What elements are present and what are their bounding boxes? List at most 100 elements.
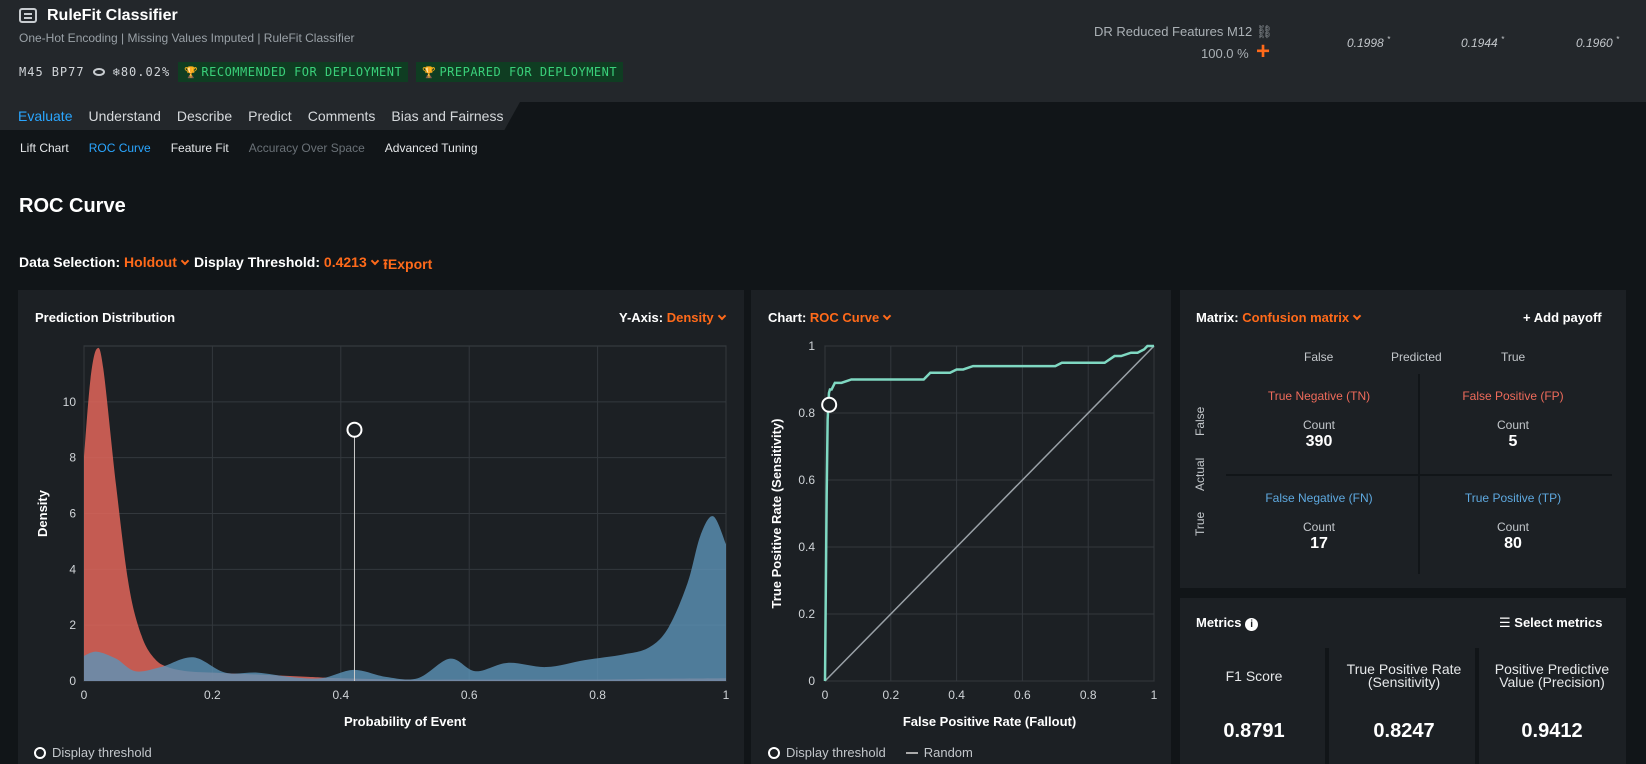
chevron-down-icon (370, 256, 379, 266)
tab-understand[interactable]: Understand (88, 108, 161, 124)
metric-ppv: Positive Predictive Value (Precision) 0.9… (1494, 661, 1610, 742)
threshold-dropdown[interactable]: 0.4213 (324, 254, 379, 270)
metrics-title: Metrics i (1196, 615, 1259, 631)
y-tick-label: 0 (808, 674, 815, 688)
select-metrics-button[interactable]: ☰ Select metrics (1499, 615, 1603, 630)
y-tick-label: 1 (808, 339, 815, 353)
page-title: ROC Curve (19, 195, 126, 217)
tab-comments[interactable]: Comments (307, 108, 376, 124)
score-holdout: 0.1960 * (1576, 35, 1620, 50)
export-button[interactable]: ⭱Export (383, 256, 433, 272)
prepared-badge: PREPARED FOR DEPLOYMENT (416, 62, 624, 82)
x-axis-title: False Positive Rate (Fallout) (903, 714, 1076, 729)
metrics-panel: Metrics i ☰ Select metrics (1180, 598, 1626, 764)
y-axis-title: True Positive Rate (Sensitivity) (769, 418, 784, 608)
data-selection-dropdown[interactable]: Holdout (124, 254, 190, 270)
tab-evaluate[interactable]: Evaluate (18, 108, 73, 124)
cell-true-negative: True Negative (TN) Count 390 (1267, 389, 1371, 450)
y-tick-label: 0 (69, 674, 76, 688)
chart-selector[interactable]: Chart: ROC Curve (768, 310, 892, 325)
recommended-badge: RECOMMENDED FOR DEPLOYMENT (178, 62, 409, 82)
x-tick-label: 0.6 (461, 688, 478, 702)
act-false-label: False (1193, 406, 1207, 436)
threshold-marker-icon (34, 746, 46, 759)
threshold-marker-icon (768, 746, 780, 759)
x-tick-label: 0.4 (332, 688, 349, 702)
tab-bias-fairness[interactable]: Bias and Fairness (391, 108, 504, 124)
data-selection-label: Data Selection: (19, 254, 121, 270)
roc-curve-chart: 0 0.2 0.4 0.6 0.8 1 0 0.2 0.4 0.6 0.8 1 False Positi… (769, 339, 1158, 729)
x-tick-label: 0.8 (589, 688, 606, 702)
random-line (824, 345, 1155, 682)
feature-list-name[interactable]: DR Reduced Features M12 (1094, 24, 1253, 39)
cell-false-negative: False Negative (FN) Count 17 (1265, 491, 1373, 552)
subtab-roc-curve[interactable]: ROC Curve (88, 141, 151, 155)
score-validation: 0.1998 * (1347, 35, 1391, 50)
chevron-down-icon (180, 256, 190, 266)
x-tick-label: 1 (723, 688, 730, 702)
data-selection: Data Selection: Holdout (19, 254, 190, 270)
y-tick-label: 6 (69, 507, 76, 521)
y-tick-label: 8 (69, 451, 76, 465)
eye-icon (92, 68, 105, 76)
subtab-feature-fit[interactable]: Feature Fit (170, 141, 229, 155)
dist-panel-title: Prediction Distribution (35, 310, 176, 325)
sub-tabs: Lift Chart ROC Curve Feature Fit Accurac… (20, 141, 478, 155)
y-axis-title: Density (35, 489, 50, 537)
x-tick-label: 0.4 (948, 688, 965, 702)
act-true-label: True (1193, 511, 1207, 536)
x-tick-label: 0.2 (882, 688, 899, 702)
score-crossval: 0.1944 * (1461, 35, 1505, 50)
info-icon[interactable]: i (1245, 618, 1259, 631)
yaxis-selector[interactable]: Y-Axis: Density (619, 310, 726, 325)
prediction-distribution-panel: Prediction Distribution Y-Axis: Density … (18, 290, 744, 764)
density-area-1 (84, 516, 726, 681)
model-header: RuleFit Classifier One-Hot Encoding | Mi… (0, 0, 1646, 102)
y-tick-label: 10 (63, 395, 77, 409)
model-blueprint: One-Hot Encoding | Missing Values Impute… (19, 31, 355, 45)
y-tick-label: 0.4 (798, 540, 815, 554)
metric-divider (1325, 648, 1329, 764)
model-title: RuleFit Classifier (47, 7, 178, 24)
chevron-down-icon (1352, 311, 1362, 321)
add-plus-icon[interactable]: + (1256, 38, 1271, 65)
x-tick-label: 0 (81, 688, 88, 702)
y-tick-label: 2 (69, 618, 76, 632)
sample-pct: 80.02% (120, 65, 171, 79)
feature-pct: 100.0 % (1201, 46, 1249, 61)
y-tick-label: 0.8 (798, 406, 815, 420)
export-icon: ⭱ (383, 256, 388, 272)
random-line-icon (905, 751, 918, 754)
model-badges: M45 BP77 ❄80.02% RECOMMENDED FOR DEPLOYM… (19, 62, 624, 82)
sample-size: ❄80.02% (112, 65, 171, 79)
main-tabs: Evaluate Understand Describe Predict Com… (0, 102, 520, 130)
cell-false-positive: False Positive (FP) Count 5 (1462, 389, 1564, 450)
dist-legend: Display threshold (34, 745, 152, 760)
x-tick-label: 0 (822, 688, 829, 702)
matrix-divider-h (1226, 474, 1612, 476)
roc-curve-line (823, 344, 1154, 682)
subtab-advanced-tuning[interactable]: Advanced Tuning (384, 141, 478, 155)
subtab-accuracy-over-space: Accuracy Over Space (248, 141, 365, 155)
threshold-marker (821, 396, 838, 413)
y-tick-label: 4 (69, 562, 76, 576)
y-tick-label: 0.6 (798, 473, 815, 487)
subtab-lift-chart[interactable]: Lift Chart (20, 141, 69, 155)
x-tick-label: 0.2 (204, 688, 221, 702)
tab-describe[interactable]: Describe (176, 108, 233, 124)
matrix-selector[interactable]: Matrix: Confusion matrix (1196, 310, 1362, 325)
pred-true-label: True (1501, 350, 1526, 364)
threshold-label: Display Threshold: (194, 254, 321, 270)
actual-label: Actual (1193, 457, 1207, 491)
tab-predict[interactable]: Predict (248, 108, 292, 124)
x-tick-label: 0.6 (1014, 688, 1031, 702)
add-payoff-button[interactable]: + Add payoff (1523, 310, 1602, 325)
cell-true-positive: True Positive (TP) Count 80 (1464, 491, 1562, 552)
feature-list-icon: ⛓ (1256, 24, 1273, 39)
confusion-matrix-panel: Matrix: Confusion matrix + Add payoff Fa… (1180, 290, 1626, 588)
metric-divider (1475, 648, 1479, 764)
x-axis-title: Probability of Event (344, 714, 467, 729)
metric-f1: F1 Score 0.8791 (1223, 667, 1285, 743)
roc-legend: Display threshold Random (768, 745, 973, 760)
